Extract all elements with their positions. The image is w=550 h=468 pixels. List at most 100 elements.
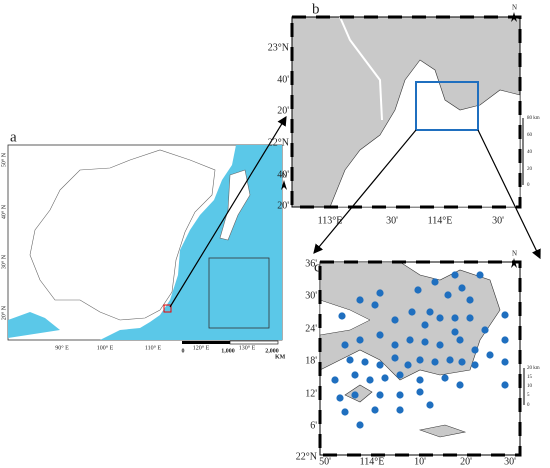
sampling-site <box>486 351 494 359</box>
sampling-site <box>346 356 354 364</box>
scale-label: 0 <box>182 348 185 354</box>
north-label: N <box>282 172 287 180</box>
north-arrow <box>511 258 517 268</box>
sampling-site <box>501 358 509 366</box>
lat-label: 22°N <box>268 137 289 148</box>
lon-label: 30' <box>492 215 504 226</box>
sampling-site <box>436 341 444 349</box>
sampling-site <box>366 376 374 384</box>
study-area <box>163 304 172 313</box>
land <box>29 149 216 321</box>
panel-label: b <box>312 1 320 17</box>
sampling-site <box>404 361 412 369</box>
sampling-site <box>376 361 384 369</box>
scale-bar <box>182 341 230 344</box>
lat-label: 18' <box>305 355 317 366</box>
sampling-site <box>356 336 364 344</box>
sampling-site <box>416 388 424 396</box>
sampling-site <box>376 289 384 297</box>
lat-label: 50° N <box>0 152 7 167</box>
arrow <box>313 129 417 254</box>
sampling-site <box>381 374 389 382</box>
sampling-site <box>391 316 399 324</box>
sampling-site <box>426 401 434 409</box>
sampling-site <box>431 278 439 286</box>
scale-label: 60 <box>527 133 533 138</box>
scale-label: 0 <box>527 403 530 408</box>
lat-label: 12' <box>305 388 317 399</box>
river <box>339 16 383 121</box>
sampling-site <box>436 314 444 322</box>
frame-border <box>318 260 522 457</box>
scale-unit: KM <box>275 354 286 360</box>
sampling-site <box>408 308 416 316</box>
lat-label: 40' <box>277 169 289 180</box>
arrow <box>477 129 541 260</box>
sampling-site <box>376 391 384 399</box>
sea <box>8 312 60 338</box>
land <box>319 261 501 381</box>
north-label: N <box>512 250 517 258</box>
island <box>344 384 373 403</box>
panel-c <box>318 260 525 457</box>
lon-label: 130° E <box>239 344 256 351</box>
sampling-site <box>471 346 479 354</box>
sampling-site <box>371 301 379 309</box>
north-arrow <box>511 12 517 22</box>
sampling-site <box>458 358 466 366</box>
sampling-site <box>338 312 346 320</box>
sampling-site <box>444 291 452 299</box>
sampling-site <box>396 406 404 414</box>
sampling-sites <box>331 271 509 429</box>
lon-label: 90° E <box>55 344 69 351</box>
lon-label: 20' <box>460 456 472 467</box>
scale-bar <box>229 340 279 345</box>
lon-label: 30' <box>504 456 516 467</box>
sampling-site <box>466 296 474 304</box>
sampling-site <box>396 391 404 399</box>
lat-label: 40' <box>277 74 289 85</box>
sampling-site <box>426 308 434 316</box>
zoom-box <box>415 81 479 131</box>
lon-label: 113°E <box>318 215 343 226</box>
sampling-site <box>421 321 429 329</box>
sampling-site <box>416 376 424 384</box>
lon-label: 114°E <box>428 215 453 226</box>
island <box>418 424 467 438</box>
sampling-site <box>476 271 484 279</box>
lat-label: 6' <box>310 420 317 431</box>
lat-label: 36' <box>305 258 317 269</box>
lat-label: 24' <box>305 323 317 334</box>
inset <box>208 257 270 329</box>
lat-label: 40° N <box>0 204 7 219</box>
sampling-site <box>341 341 349 349</box>
north-label: N <box>512 4 517 12</box>
lat-label: 30° N <box>0 254 7 269</box>
sampling-site <box>356 421 364 429</box>
lat-label: 30' <box>305 290 317 301</box>
scale-label: 10 <box>527 384 533 389</box>
sampling-site <box>391 354 399 362</box>
sampling-site <box>441 374 449 382</box>
panel-label: a <box>10 129 17 145</box>
panel-b <box>290 15 524 209</box>
scale-label: 80 km <box>527 116 540 121</box>
sampling-site <box>466 314 474 322</box>
scale-label: 5 <box>527 393 530 398</box>
scale-label: 1,000 <box>221 348 235 354</box>
sampling-site <box>414 286 422 294</box>
panel-a <box>7 144 283 345</box>
lat-label: 23°N <box>268 42 289 53</box>
sampling-site <box>356 296 364 304</box>
north-arrow <box>281 180 287 190</box>
lon-label: 100° E <box>97 344 114 351</box>
lon-label: 50' <box>319 456 331 467</box>
sampling-site <box>396 371 404 379</box>
sampling-site <box>416 356 424 364</box>
scale-label: 20 km <box>527 366 540 371</box>
sampling-site <box>391 341 399 349</box>
sampling-site <box>456 381 464 389</box>
scale-label: 2,000 <box>265 348 279 354</box>
lon-label: 10' <box>414 456 426 467</box>
